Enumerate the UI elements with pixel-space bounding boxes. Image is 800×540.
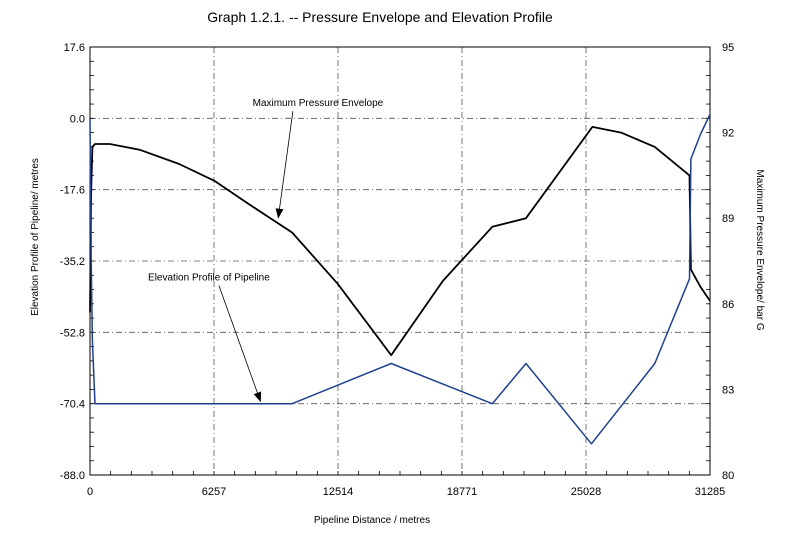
y-axis-left: 17.6 0.0 -17.6 -35.2 -52.8 -70.4 -88.0: [60, 42, 94, 482]
chart-title: Graph 1.2.1. -- Pressure Envelope and El…: [207, 9, 553, 25]
x-tick-label: 31285: [695, 486, 726, 498]
annotation-arrow: [218, 285, 262, 403]
y-right-tick-label: 86: [722, 299, 734, 311]
series-group: [89, 113, 711, 445]
y-left-tick-label: -88.0: [60, 470, 85, 482]
y-right-tick-label: 80: [722, 470, 734, 482]
y-left-tick-label: -52.8: [60, 327, 85, 339]
y-left-tick-label: -17.6: [60, 185, 85, 197]
x-tick-label: 6257: [202, 486, 226, 498]
x-axis: 0 6257 12514 18771 25028 31285: [87, 471, 725, 498]
y-axis-left-label: Elevation Profile of Pipeline/ metres: [30, 158, 41, 316]
x-axis-label: Pipeline Distance / metres: [314, 515, 430, 526]
annotation-arrow: [275, 111, 294, 219]
annotation-label: Elevation Profile of Pipeline: [148, 272, 270, 283]
y-right-tick-label: 95: [722, 42, 734, 54]
y-axis-right: 95 92 89 86 83 80: [706, 42, 734, 482]
y-right-tick-label: 83: [722, 384, 734, 396]
grid: [90, 47, 710, 475]
y-left-tick-label: 0.0: [70, 113, 85, 125]
series-line-max-pressure: [89, 126, 711, 357]
annotation-label: Maximum Pressure Envelope: [253, 98, 384, 109]
x-tick-label: 18771: [447, 486, 478, 498]
annotations: Maximum Pressure Envelope Elevation Profi…: [148, 98, 384, 403]
y-left-tick-label: -35.2: [60, 256, 85, 268]
x-tick-label: 12514: [323, 486, 354, 498]
y-right-tick-label: 89: [722, 213, 734, 225]
y-axis-right-label: Maximum Pressure Envelope/ bar G: [754, 169, 765, 330]
x-tick-label: 25028: [571, 486, 602, 498]
series-line-elevation: [89, 113, 711, 445]
y-right-tick-label: 92: [722, 128, 734, 140]
y-left-tick-label: -70.4: [60, 399, 85, 411]
y-left-tick-label: 17.6: [64, 42, 85, 54]
x-tick-label: 0: [87, 486, 93, 498]
